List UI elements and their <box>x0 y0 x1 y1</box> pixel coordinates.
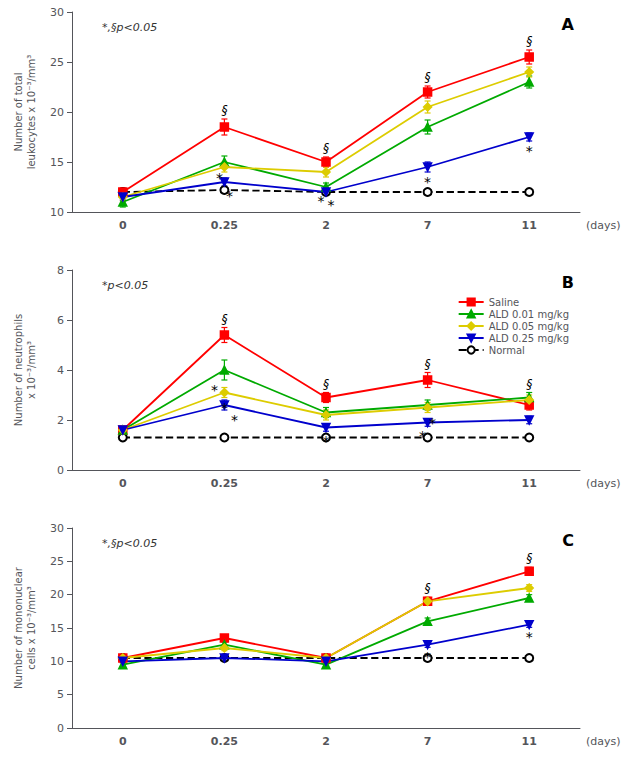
svg-text:Normal: Normal <box>489 345 525 356</box>
svg-text:§: § <box>425 581 431 595</box>
svg-text:0.25: 0.25 <box>211 735 238 748</box>
svg-text:10: 10 <box>50 206 64 219</box>
svg-text:§: § <box>221 103 227 117</box>
svg-text:11: 11 <box>522 219 537 232</box>
svg-text:§: § <box>221 312 227 326</box>
svg-text:5: 5 <box>57 688 64 701</box>
svg-text:*: * <box>424 174 431 190</box>
svg-text:0: 0 <box>57 722 64 735</box>
svg-text:15: 15 <box>50 156 64 169</box>
svg-text:7: 7 <box>424 219 432 232</box>
svg-text:§: § <box>526 551 532 565</box>
svg-text:*: * <box>318 193 325 209</box>
svg-text:(days): (days) <box>586 477 621 490</box>
svg-text:30: 30 <box>50 6 64 19</box>
svg-text:ALD 0.05 mg/kg: ALD 0.05 mg/kg <box>489 321 569 332</box>
svg-text:15: 15 <box>50 622 64 635</box>
svg-text:leukocytes x 10⁻³/mm³: leukocytes x 10⁻³/mm³ <box>26 55 37 170</box>
svg-text:8: 8 <box>57 264 64 277</box>
svg-text:(days): (days) <box>586 219 621 232</box>
svg-text:Number of total: Number of total <box>13 72 24 151</box>
svg-text:*,§p<0.05: *,§p<0.05 <box>102 21 157 34</box>
svg-text:§: § <box>425 70 431 84</box>
svg-text:*: * <box>429 415 436 431</box>
svg-text:Number of mononuclear: Number of mononuclear <box>13 566 24 689</box>
svg-text:(days): (days) <box>586 735 621 748</box>
svg-text:20: 20 <box>50 588 64 601</box>
svg-text:*: * <box>221 400 228 416</box>
svg-text:10: 10 <box>50 655 64 668</box>
svg-text:*: * <box>424 649 431 665</box>
svg-text:*,§p<0.05: *,§p<0.05 <box>102 537 157 550</box>
svg-text:*p<0.05: *p<0.05 <box>102 279 148 292</box>
svg-text:C: C <box>562 531 574 550</box>
svg-text:2: 2 <box>322 219 330 232</box>
svg-text:*: * <box>231 412 238 428</box>
svg-text:A: A <box>562 15 575 34</box>
svg-text:B: B <box>562 273 574 292</box>
svg-text:§: § <box>323 377 329 391</box>
svg-text:*: * <box>226 188 233 204</box>
svg-text:§: § <box>526 34 532 48</box>
svg-text:*: * <box>526 143 533 159</box>
svg-text:0: 0 <box>119 219 127 232</box>
svg-text:*: * <box>526 629 533 645</box>
svg-text:0: 0 <box>119 477 127 490</box>
svg-text:6: 6 <box>57 314 64 327</box>
svg-text:0.25: 0.25 <box>211 477 238 490</box>
svg-text:*: * <box>419 428 426 444</box>
svg-text:ALD 0.25 mg/kg: ALD 0.25 mg/kg <box>489 333 569 344</box>
svg-text:0.25: 0.25 <box>211 219 238 232</box>
svg-text:§: § <box>526 377 532 391</box>
svg-text:7: 7 <box>424 735 432 748</box>
svg-text:2: 2 <box>57 414 64 427</box>
svg-text:20: 20 <box>50 106 64 119</box>
svg-text:11: 11 <box>522 735 537 748</box>
svg-text:0: 0 <box>57 464 64 477</box>
svg-text:§: § <box>323 141 329 155</box>
svg-text:*: * <box>328 197 335 213</box>
svg-text:Number of neutrophils: Number of neutrophils <box>13 314 24 426</box>
svg-text:25: 25 <box>50 555 64 568</box>
svg-text:cells x 10⁻³/mm³: cells x 10⁻³/mm³ <box>26 586 37 670</box>
svg-text:*: * <box>211 382 218 398</box>
svg-text:30: 30 <box>50 522 64 535</box>
svg-text:7: 7 <box>424 477 432 490</box>
svg-text:2: 2 <box>322 477 330 490</box>
svg-text:*: * <box>216 170 223 186</box>
svg-text:x 10⁻³/mm³: x 10⁻³/mm³ <box>26 341 37 399</box>
svg-text:*: * <box>323 433 330 449</box>
svg-text:4: 4 <box>57 364 64 377</box>
svg-text:ALD 0.01 mg/kg: ALD 0.01 mg/kg <box>489 309 569 320</box>
svg-text:Saline: Saline <box>489 297 520 308</box>
svg-text:25: 25 <box>50 56 64 69</box>
svg-text:2: 2 <box>322 735 330 748</box>
svg-text:11: 11 <box>522 477 537 490</box>
svg-text:§: § <box>425 357 431 371</box>
svg-text:0: 0 <box>119 735 127 748</box>
